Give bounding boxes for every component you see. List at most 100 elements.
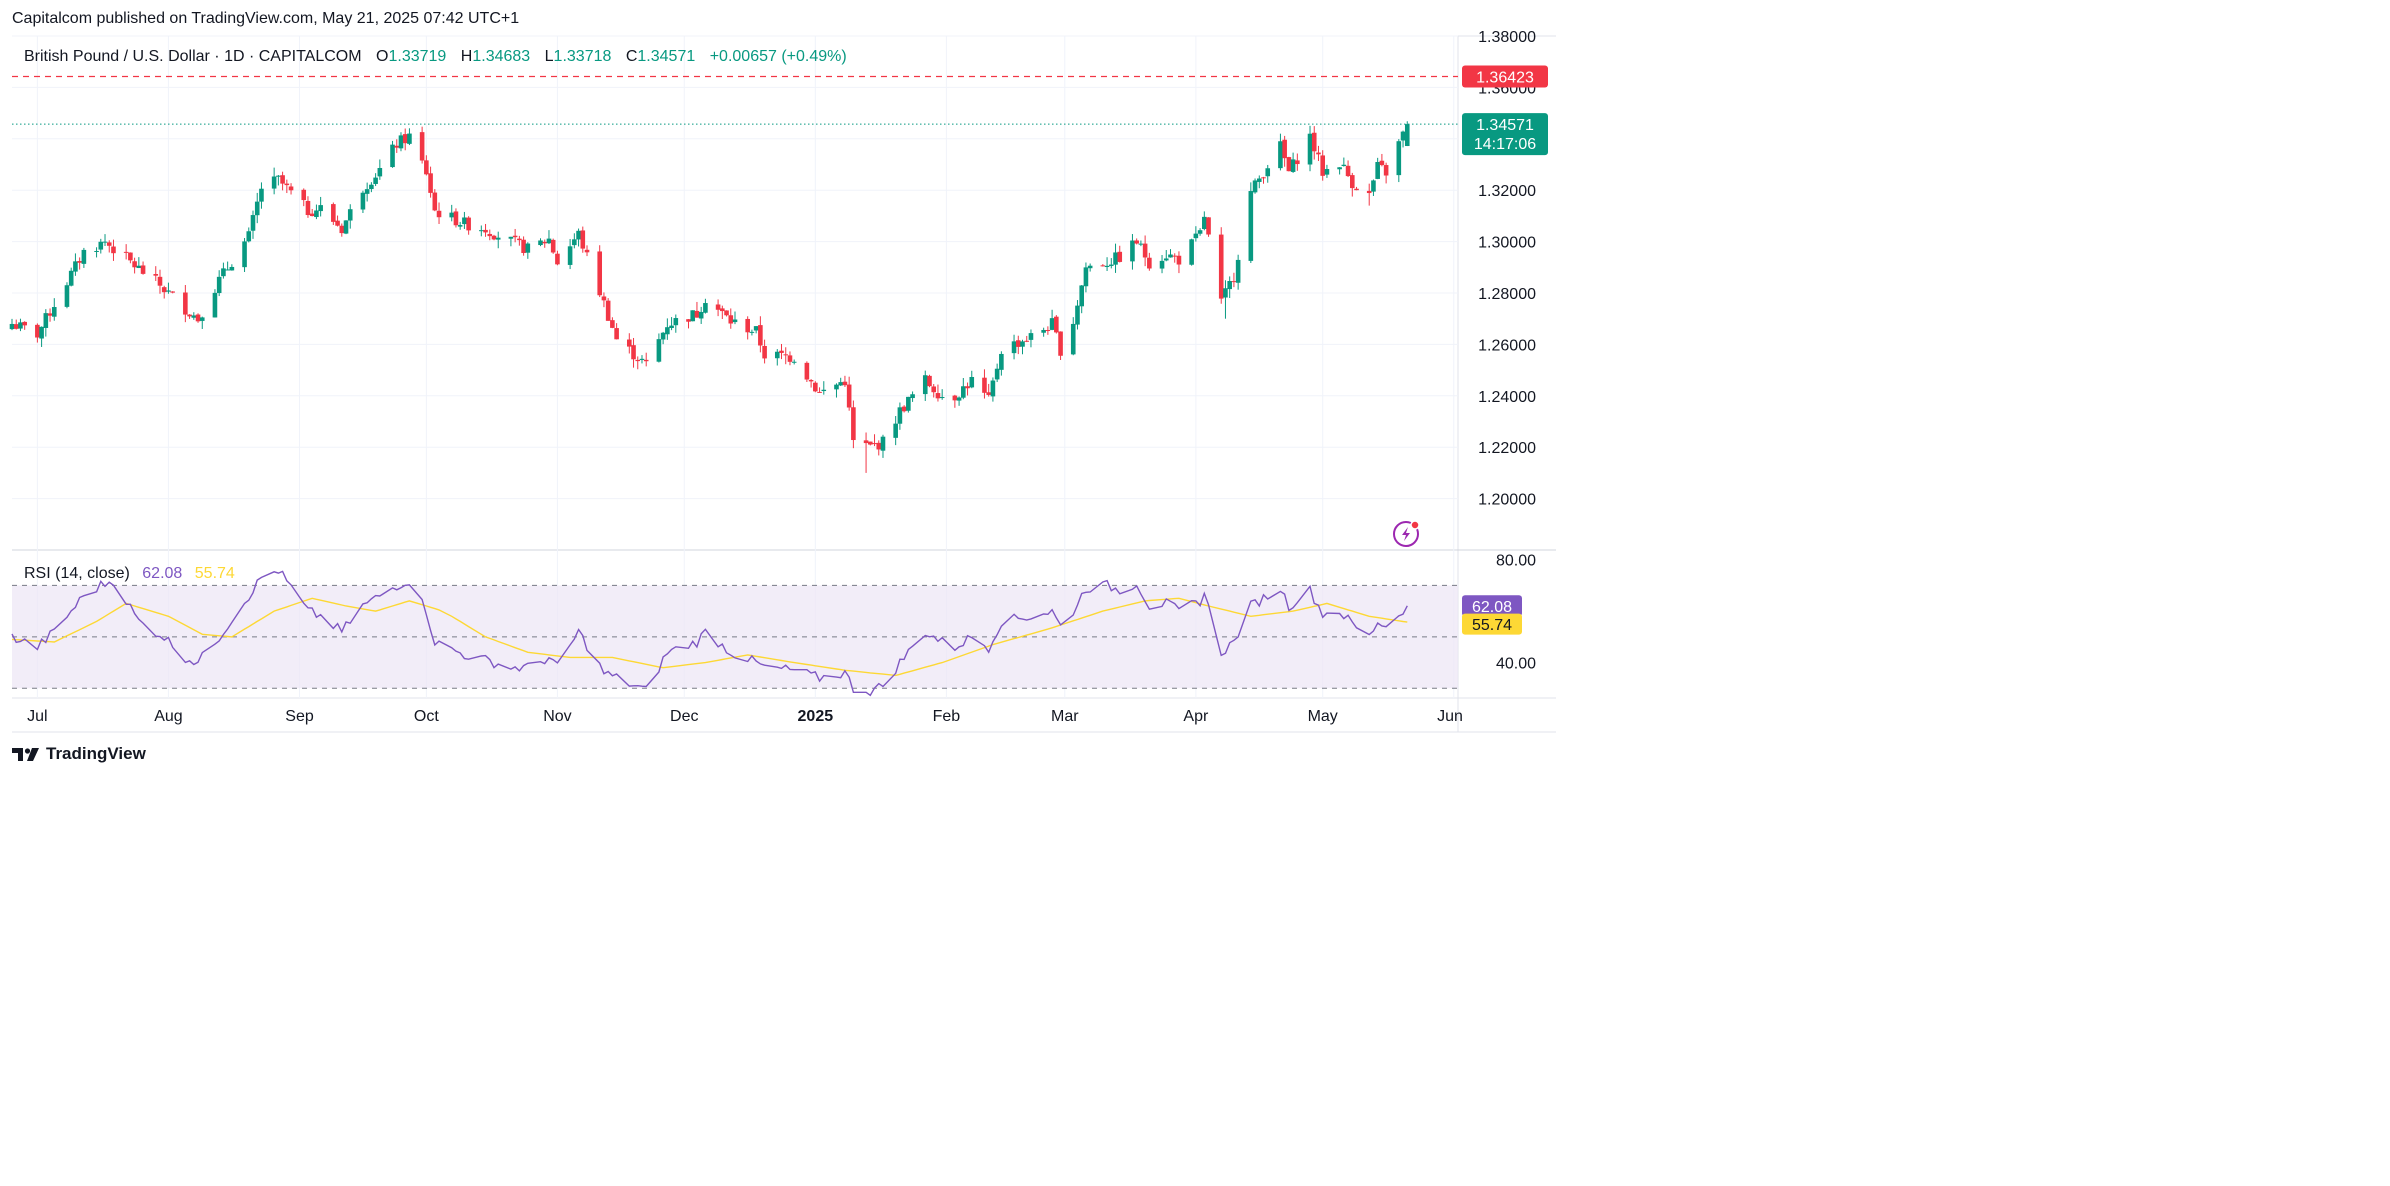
candle-body xyxy=(94,250,99,252)
candle-body xyxy=(1383,165,1389,176)
candle-body xyxy=(343,220,349,234)
candle-body xyxy=(132,261,137,268)
candle-body xyxy=(813,382,818,392)
lightning-icon[interactable] xyxy=(1393,520,1420,547)
candle-body xyxy=(1341,164,1347,167)
candle-body xyxy=(762,345,767,359)
candle-body xyxy=(1265,168,1271,177)
legend-change: +0.00657 (+0.49%) xyxy=(710,48,847,65)
candle-body xyxy=(572,239,577,246)
candle-body xyxy=(808,380,814,382)
candle-body xyxy=(728,315,734,324)
legend-h-label: H xyxy=(461,48,473,65)
candle-body xyxy=(161,287,167,293)
candle-body xyxy=(364,189,370,194)
rsi-tick-label: 80.00 xyxy=(1496,553,1536,570)
candle-body xyxy=(402,134,408,144)
candle-body xyxy=(1011,341,1017,354)
legend-l-label: L xyxy=(545,48,554,65)
candle-body xyxy=(745,318,750,333)
candle-body xyxy=(339,225,345,234)
candle-body xyxy=(280,175,285,184)
candle-body xyxy=(1079,285,1085,307)
tradingview-logo[interactable]: TradingView xyxy=(12,744,146,764)
candle-body xyxy=(525,243,531,253)
candle-body xyxy=(1354,188,1359,191)
candle-body xyxy=(495,237,501,240)
candle-body xyxy=(1366,190,1372,194)
candle-body xyxy=(1295,160,1300,165)
candle-body xyxy=(170,291,175,293)
candle-body xyxy=(187,314,192,317)
candle-body xyxy=(901,406,907,412)
candle-body xyxy=(665,327,670,335)
svg-text:1.36423: 1.36423 xyxy=(1476,70,1534,87)
time-tick-label: Mar xyxy=(1051,708,1079,725)
candle-body xyxy=(851,407,856,441)
candle-body xyxy=(1261,177,1266,179)
candle-body xyxy=(102,241,108,243)
candle-body xyxy=(1070,323,1076,355)
candle-body xyxy=(1286,157,1292,172)
candle-body xyxy=(969,376,975,388)
candle-body xyxy=(910,394,915,399)
publisher-line: Capitalcom published on TradingView.com,… xyxy=(12,10,520,27)
price-scale[interactable]: 1.380001.360001.340001.320001.300001.280… xyxy=(1478,29,1536,509)
candle-body xyxy=(1028,333,1034,340)
candle-body xyxy=(893,423,898,438)
candle-body xyxy=(140,265,146,274)
candle-body xyxy=(1058,331,1063,356)
candle-body xyxy=(1147,257,1152,269)
alert-price-label[interactable]: 1.36423 xyxy=(1462,65,1548,88)
candle-body xyxy=(432,192,438,211)
candle-body xyxy=(394,145,400,148)
candle-body xyxy=(508,236,514,239)
candle-body xyxy=(39,326,44,339)
candle-body xyxy=(242,241,247,268)
candle-body xyxy=(1197,230,1203,234)
candle-body xyxy=(98,241,104,250)
candle-body xyxy=(153,274,159,276)
candle-body xyxy=(81,249,87,264)
candle-body xyxy=(212,292,218,318)
last-price-label[interactable]: 1.34571 14:17:06 xyxy=(1462,113,1548,156)
candle-body xyxy=(428,173,433,193)
candle-body xyxy=(927,375,932,387)
chart-canvas[interactable]: 1.380001.360001.340001.320001.300001.280… xyxy=(0,0,1568,778)
candle-body xyxy=(166,290,171,292)
candle-body xyxy=(1142,243,1148,258)
candle-body xyxy=(626,339,632,347)
candle-body xyxy=(656,339,662,362)
price-tick-label: 1.26000 xyxy=(1478,337,1536,354)
rsi-value-label[interactable]: 62.08 xyxy=(1462,595,1522,617)
candle-body xyxy=(259,188,264,202)
candle-body xyxy=(1189,239,1194,265)
legend-h-value: 1.34683 xyxy=(472,48,530,65)
candle-body xyxy=(1172,255,1178,257)
candle-body xyxy=(1290,159,1296,172)
candle-body xyxy=(1075,305,1080,325)
candle-body xyxy=(136,265,142,269)
rsi-ma-value-label[interactable]: 55.74 xyxy=(1462,613,1522,635)
candle-body xyxy=(1045,330,1051,332)
candle-body xyxy=(1041,329,1046,333)
candle-body xyxy=(834,384,839,390)
time-tick-label: Feb xyxy=(933,708,961,725)
candle-body xyxy=(335,220,340,226)
candle-body xyxy=(1324,169,1330,175)
candle-body xyxy=(1100,265,1106,267)
candle-body xyxy=(314,210,319,218)
candle-body xyxy=(1235,259,1241,283)
candle-body xyxy=(610,320,615,328)
time-axis[interactable]: Jul Aug Sep Oct Nov Dec 2025 Feb Mar Apr May Jun xyxy=(27,708,1463,725)
candle-body xyxy=(221,268,226,277)
candle-body xyxy=(863,440,869,444)
candle-body xyxy=(360,192,366,210)
candle-body xyxy=(254,201,260,216)
candle-body xyxy=(635,359,641,362)
candle-body xyxy=(9,323,15,330)
rsi-scale[interactable]: 80.00 40.00 xyxy=(1496,553,1536,673)
candle-body xyxy=(1134,240,1139,244)
candle-body xyxy=(1015,340,1021,347)
candle-body xyxy=(424,160,429,175)
